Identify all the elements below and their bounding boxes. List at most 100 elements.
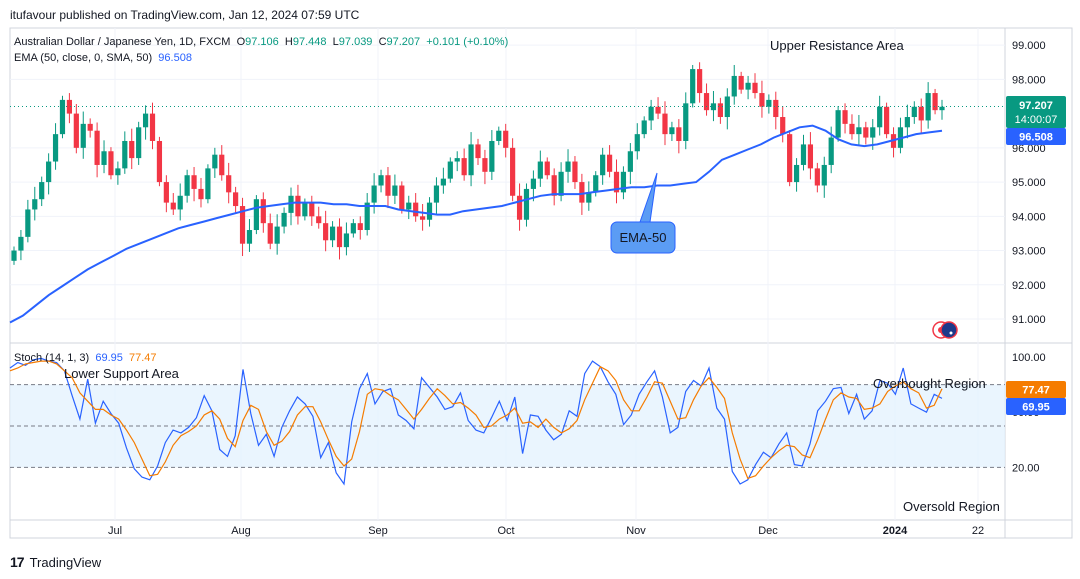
candle-body (883, 106, 890, 135)
ema-callout-text: EMA-50 (620, 230, 667, 245)
ema-callout-pointer (639, 172, 658, 223)
candle-body (703, 93, 710, 111)
price-tick-label: 99.000 (1012, 40, 1046, 52)
candle-body (565, 161, 571, 172)
candle-body (579, 182, 585, 203)
candle-body (925, 93, 931, 121)
ema-callout-box (610, 221, 676, 254)
candle-body (904, 117, 910, 128)
stoch-k-tag-bg (1006, 398, 1066, 415)
price-tick-label: 98.000 (1012, 74, 1046, 86)
candle-body (219, 154, 225, 176)
candle-body (821, 164, 827, 186)
candle-body (620, 171, 627, 193)
candle-body (253, 199, 259, 231)
ema-label: EMA (50, close, 0, SMA, 50) (14, 52, 153, 64)
candle-body (233, 192, 239, 207)
candle-body (295, 195, 301, 217)
price-tick-label: 96.000 (1012, 143, 1046, 155)
candle-body (551, 175, 557, 196)
candle-body (523, 188, 530, 220)
candle-body (606, 154, 613, 172)
candle-body (787, 134, 793, 183)
candle-body (371, 185, 377, 203)
candle-body (142, 113, 149, 128)
candle-body (835, 110, 841, 138)
candle-body (205, 168, 211, 200)
candle-body (316, 216, 322, 224)
candle-body (676, 127, 682, 141)
stoch-k-line (9, 357, 943, 486)
candle-body (385, 175, 391, 196)
candle-body (530, 178, 537, 189)
candle-body (329, 226, 336, 241)
candle-body (226, 175, 232, 193)
candle-body (239, 206, 246, 244)
candle-body (73, 113, 79, 148)
candle-body (759, 93, 765, 107)
candle-body (18, 236, 24, 251)
candle-body (399, 185, 405, 210)
close-value: 97.207 (386, 36, 421, 48)
candle-body (496, 130, 502, 141)
stoch-d-value: 77.47 (129, 352, 157, 364)
ema-price-label: 96.508 (1019, 132, 1053, 144)
time-tick-label: 22 (972, 525, 984, 537)
stoch-k-tag: 69.95 (1022, 402, 1050, 414)
candle-body (780, 117, 786, 135)
candle-body (80, 123, 86, 148)
candle-body (870, 127, 876, 138)
symbol-name: Australian Dollar / Japanese Yen, 1D, FX… (14, 36, 231, 48)
candle-body (773, 99, 779, 118)
candle-body (129, 140, 135, 159)
candle-body (877, 106, 883, 128)
chart-border (9, 27, 1073, 539)
candle-body (752, 82, 758, 94)
candle-body (246, 230, 253, 244)
candle-body (932, 93, 938, 111)
candle-body (170, 202, 176, 210)
candle-body (710, 103, 717, 111)
candle-body (669, 127, 675, 135)
candle-body (454, 158, 460, 162)
footer-brand: 17 TradingView (10, 554, 101, 570)
candle-body (662, 113, 668, 135)
candle-body (939, 106, 945, 111)
candle-body (440, 178, 446, 186)
candle-body (25, 209, 31, 237)
candle-body (537, 161, 543, 179)
candle-body (32, 199, 38, 210)
candle-body (503, 130, 509, 148)
candle-body (600, 154, 606, 176)
candle-body (627, 151, 633, 172)
aud-flag-icon (940, 321, 958, 339)
candle-body (793, 164, 800, 183)
candle-body (842, 110, 848, 124)
candle-body (510, 147, 516, 196)
time-tick-label: Jul (108, 525, 122, 537)
candle-body (59, 99, 66, 135)
candle-body (475, 144, 481, 159)
stoch-d-line (9, 360, 943, 480)
candle-body (489, 140, 495, 172)
candle-body (136, 127, 142, 159)
stoch-label: Stoch (14, 1, 3) (14, 352, 90, 364)
candle-body (94, 130, 100, 165)
candle-body (738, 75, 744, 90)
low-label: L (332, 36, 339, 48)
candle-body (149, 113, 156, 141)
time-tick-label: Aug (231, 525, 251, 537)
candle-body (378, 175, 384, 186)
candle-body (52, 134, 59, 162)
upper-resistance-annotation: Upper Resistance Area (770, 38, 904, 53)
price-tick-label: 93.000 (1012, 246, 1046, 258)
stoch-d-tag-bg (1006, 381, 1066, 398)
ema-price-label-bg (1006, 128, 1066, 145)
candle-body (516, 195, 523, 220)
tradingview-logo-icon: 17 (10, 554, 25, 570)
candle-body (419, 216, 426, 220)
candle-body (198, 188, 204, 200)
low-value: 97.039 (338, 36, 373, 48)
